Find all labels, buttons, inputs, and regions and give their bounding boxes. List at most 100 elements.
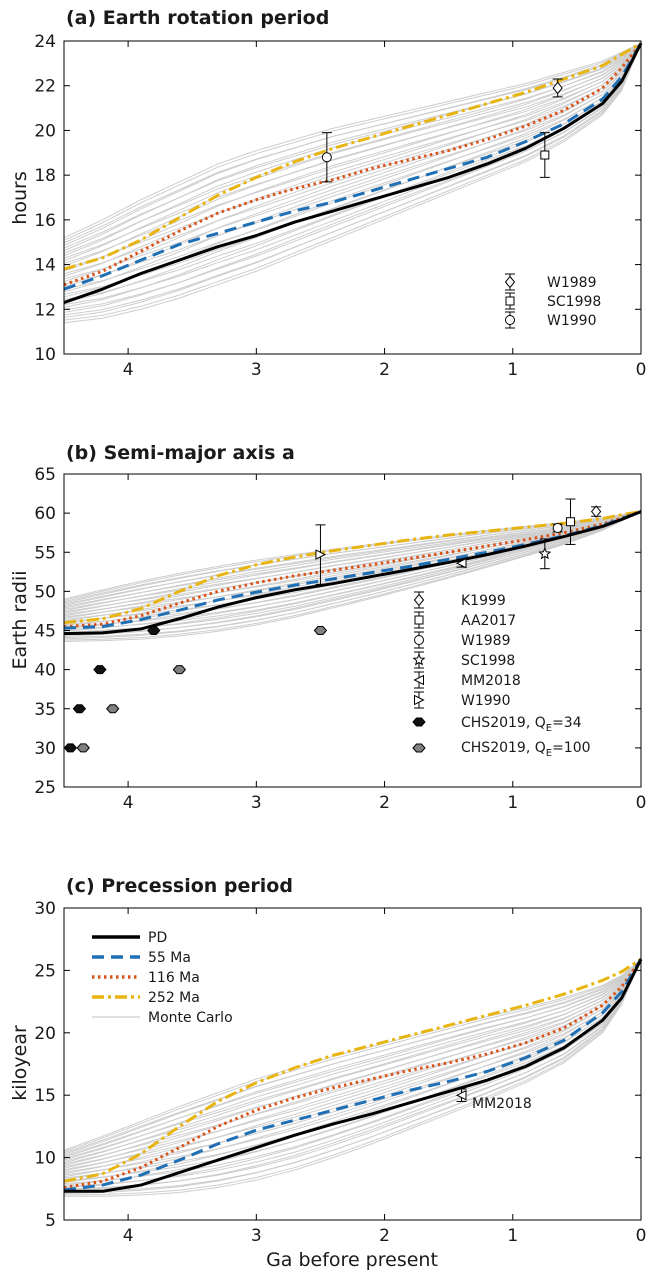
y-tick-label: 30: [34, 739, 56, 759]
obs-w1990-marker: [321, 152, 332, 163]
obs-sc1998-marker: [538, 547, 552, 560]
x-tick-label: 3: [251, 360, 262, 380]
panel-b-semi-major-axis: (b) Semi-major axis a Earth radii 4 3 2 1 0 2…: [9, 442, 646, 813]
legend-item-w1990: W1990: [505, 311, 596, 329]
legend-item-w1989: W1989: [414, 631, 510, 649]
monte-carlo-line: [63, 42, 642, 282]
monte-carlo-line: [63, 42, 642, 254]
legend-label-monte-carlo: Monte Carlo: [148, 1010, 233, 1026]
monte-carlo-line: [63, 42, 642, 275]
x-tick-label: 1: [507, 793, 518, 813]
legend-item-chs2019-qe34: CHS2019, QE=34: [412, 715, 582, 734]
series-line-pd: [63, 510, 642, 636]
legend-item-w1990: W1990: [414, 691, 510, 709]
legend-label-pd: PD: [148, 930, 167, 946]
panel-a-y-axis-label: hours: [9, 171, 31, 224]
series-line-252-ma: [63, 957, 642, 1183]
y-tick-label: 16: [34, 211, 56, 231]
panel-b-ticks: 4 3 2 1 0 25 30 35 40 45 50 55 60 65: [34, 465, 646, 813]
legend-symbol-star: [412, 653, 426, 666]
x-tick-label: 3: [251, 793, 262, 813]
legend-label-chs2019-qe34: CHS2019, QE=34: [461, 715, 582, 734]
monte-carlo-line: [63, 42, 642, 285]
panel-b-chs2019-points: [63, 626, 328, 753]
x-tick-label: 2: [379, 1226, 390, 1246]
monte-carlo-line: [64, 958, 642, 1197]
monte-carlo-line: [63, 958, 642, 1176]
monte-carlo-line: [63, 42, 642, 264]
legend-item-monte-carlo: Monte Carlo: [92, 1010, 233, 1026]
legend-label-w1990-b: W1990: [461, 693, 510, 709]
monte-carlo-line: [63, 958, 642, 1152]
panel-c-observations: [455, 1088, 467, 1102]
panel-a-axes-frame: [63, 40, 642, 355]
x-tick-label: 4: [123, 1226, 134, 1246]
legend-item-pd: PD: [92, 930, 167, 946]
monte-carlo-line: [63, 42, 642, 239]
panel-b-observations: [315, 498, 602, 585]
chs2019-qe100-point: [172, 665, 187, 675]
monte-carlo-line: [63, 958, 642, 1164]
panel-c-series-lines: [63, 957, 643, 1193]
y-tick-label: 35: [34, 700, 56, 720]
monte-carlo-line: [63, 958, 642, 1186]
obs-mm2018-marker: [455, 1089, 467, 1101]
monte-carlo-line: [63, 958, 642, 1185]
obs-w1989-marker: [552, 522, 563, 533]
y-tick-label: 30: [34, 899, 56, 919]
monte-carlo-line: [63, 42, 642, 259]
panel-c-annotation-mm2018: MM2018: [472, 1096, 532, 1112]
y-tick-label: 18: [34, 166, 56, 186]
monte-carlo-line: [63, 958, 642, 1171]
series-line-116-ma: [63, 958, 643, 1190]
series-line-55-ma: [63, 42, 643, 291]
y-tick-label: 65: [34, 465, 56, 485]
y-tick-label: 20: [34, 121, 56, 141]
monte-carlo-line: [63, 958, 642, 1172]
monte-carlo-line: [63, 42, 642, 277]
monte-carlo-line: [63, 42, 642, 295]
monte-carlo-line: [63, 958, 642, 1162]
y-tick-label: 25: [34, 961, 56, 981]
legend-item-252ma: 252 Ma: [92, 990, 200, 1006]
monte-carlo-line: [63, 511, 642, 622]
x-tick-label: 4: [123, 360, 134, 380]
panel-a-earth-rotation-period: (a) Earth rotation period hours 4 3 2 1 0101…: [9, 7, 646, 380]
monte-carlo-line: [63, 511, 642, 618]
legend-label-w1989: W1989: [547, 275, 596, 291]
legend-symbol-tri-right: [414, 694, 425, 706]
legend-symbol-square: [414, 615, 424, 625]
legend-item-w1989: W1989: [504, 273, 596, 291]
monte-carlo-line: [63, 958, 642, 1178]
series-line-116-ma: [63, 510, 642, 629]
x-tick-label: 4: [123, 793, 134, 813]
legend-marker-square: [505, 292, 515, 310]
panel-c-y-axis-label: kiloyear: [9, 1025, 31, 1101]
chs2019-qe100-point: [76, 743, 90, 753]
series-line-116-ma: [63, 42, 643, 287]
monte-carlo-line: [63, 958, 642, 1157]
legend-item-116ma: 116 Ma: [92, 970, 200, 986]
obs-k1999-marker: [590, 505, 602, 518]
panel-c-title: (c) Precession period: [66, 875, 293, 897]
y-tick-label: 22: [34, 77, 56, 97]
panel-c-legend: PD 55 Ma 116 Ma 252 Ma Monte Carlo: [82, 924, 287, 1036]
legend-marker-chs2019-qe34: [412, 717, 426, 727]
y-tick-label: 5: [45, 1211, 56, 1231]
legend-marker-diamond: [504, 273, 516, 291]
legend-marker-tri-right: [414, 691, 425, 709]
series-line-pd: [64, 958, 643, 1193]
monte-carlo-line: [63, 42, 642, 267]
x-tick-label: 0: [636, 793, 646, 813]
legend-item-55ma: 55 Ma: [92, 950, 191, 966]
chs2019-qe100-point: [106, 704, 120, 714]
x-axis-label: Ga before present: [266, 1249, 438, 1271]
monte-carlo-line: [63, 511, 642, 608]
legend-label-mm2018: MM2018: [461, 673, 521, 689]
legend-marker-tri-left: [413, 671, 424, 689]
y-tick-label: 50: [34, 582, 56, 602]
monte-carlo-line: [63, 42, 642, 249]
chs2019-qe34-point: [63, 743, 78, 753]
monte-carlo-line: [63, 43, 642, 308]
legend-marker-square: [414, 611, 424, 629]
